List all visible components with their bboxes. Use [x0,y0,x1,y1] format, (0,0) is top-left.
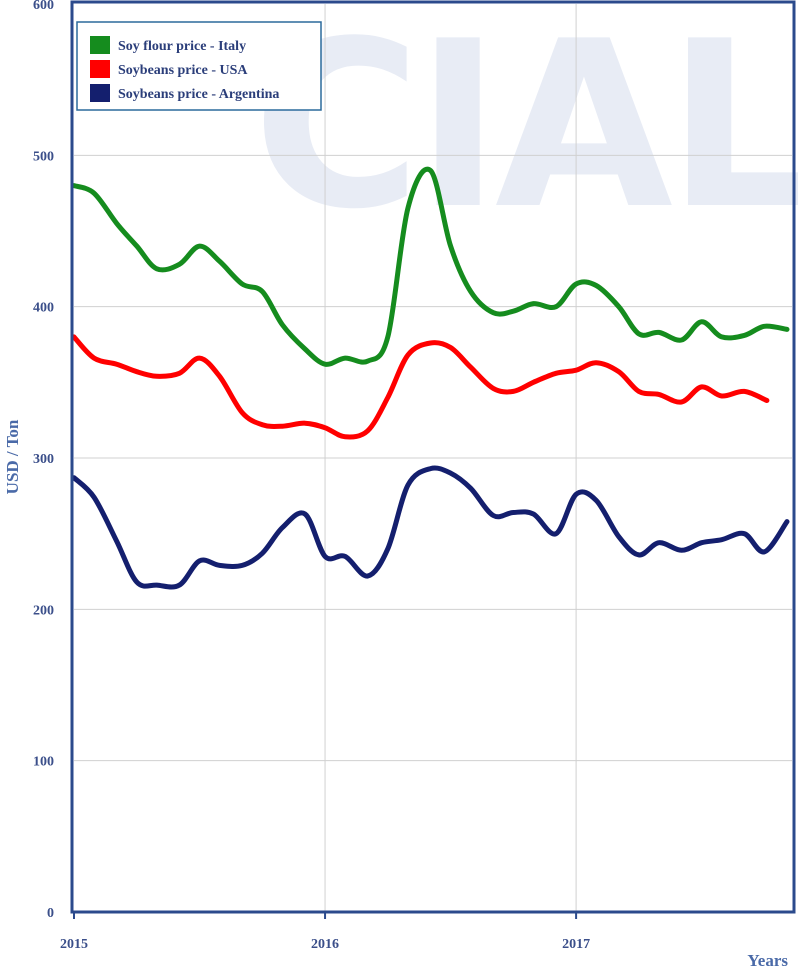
legend-box [76,21,322,111]
series-lines [71,166,790,590]
y-tick-label: 100 [33,755,54,770]
y-tick-label: 200 [33,603,54,618]
x-tick-label: 2017 [562,937,590,952]
legend-label-soybeans-price-argentina: Soybeans price - Argentina [118,87,279,102]
y-axis-ticks: 0 100 200 300 400 500 600 [33,0,54,921]
x-tick-label: 2015 [60,937,88,952]
watermark-logo: CIAL [253,0,798,260]
legend-label-soy-flour-price-italy: Soy flour price - Italy [118,39,246,54]
y-axis-title: USD / Ton [3,419,22,494]
x-axis-title: Years [747,951,788,970]
legend-swatch-soybeans-price-argentina [90,84,110,102]
plot-frame [70,0,796,914]
grid-lines [74,4,792,912]
series-line-soy-flour-price-italy [71,166,790,367]
legend-swatch-soy-flour-price-italy [90,36,110,54]
x-tick-label: 2016 [311,937,339,952]
y-tick-label: 0 [47,906,54,921]
legend: Soy flour price - Italy Soybeans price - … [76,21,322,111]
y-tick-label: 300 [33,452,54,467]
legend-label-soybeans-price-usa: Soybeans price - USA [118,63,248,78]
x-axis-ticks: 2015 2016 2017 [60,912,590,952]
legend-swatch-soybeans-price-usa [90,60,110,78]
series-line-soybeans-price-usa [71,334,770,440]
series-line-soybeans-price-argentina [71,465,790,590]
y-tick-label: 500 [33,149,54,164]
y-tick-label: 400 [33,301,54,316]
y-tick-label: 600 [33,0,54,13]
